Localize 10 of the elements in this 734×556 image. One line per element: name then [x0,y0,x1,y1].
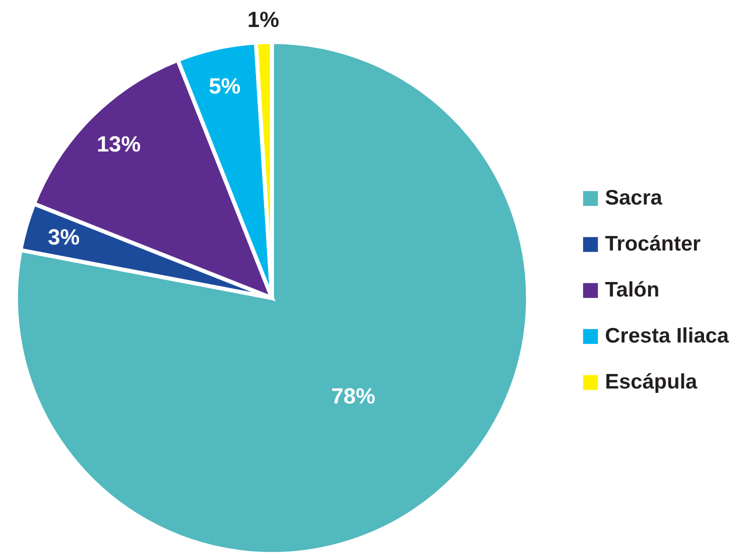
legend-label: Sacra [605,186,663,210]
data-label: 5% [208,73,241,98]
legend-label: Escápula [605,370,698,394]
legend-label: Cresta Iliaca [605,324,730,348]
data-label: 13% [96,132,141,157]
data-label: 78% [331,383,376,408]
legend-label: Trocánter [605,232,701,256]
legend-label: Talón [605,278,660,302]
data-label: 3% [48,224,80,250]
data-label: 1% [247,7,280,32]
